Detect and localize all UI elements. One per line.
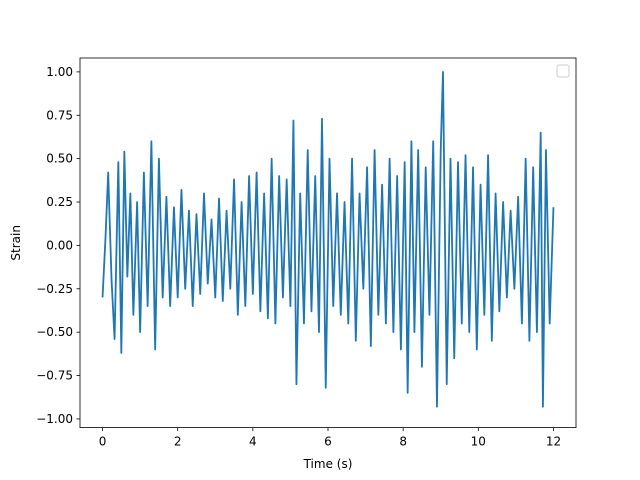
x-tick-label: 4 [249,435,257,449]
x-axis: 0 2 4 6 8 10 12 [99,427,561,449]
y-tick-label: −0.25 [36,282,73,296]
y-tick-label: −1.00 [36,412,73,426]
y-axis-label: Strain [9,225,23,261]
x-tick-label: 10 [471,435,486,449]
y-tick-label: −0.50 [36,325,73,339]
y-tick-label: 0.00 [46,238,73,252]
series-layer [101,70,555,408]
x-tick-label: 8 [399,435,407,449]
y-tick-label: −0.75 [36,369,73,383]
y-axis: −1.00 −0.75 −0.50 −0.25 0.00 0.25 0.50 0.75 1.00 [36,65,80,426]
legend-box [556,64,570,78]
x-tick-label: 12 [546,435,561,449]
legend [556,64,570,78]
y-tick-label: 0.75 [46,108,73,122]
y-tick-label: 0.50 [46,152,73,166]
y-tick-label: 1.00 [46,65,73,79]
series-line-0 [101,70,555,408]
x-tick-label: 6 [324,435,332,449]
x-tick-label: 0 [99,435,107,449]
x-axis-label: Time (s) [303,457,353,471]
y-tick-label: 0.25 [46,195,73,209]
x-tick-label: 2 [174,435,182,449]
